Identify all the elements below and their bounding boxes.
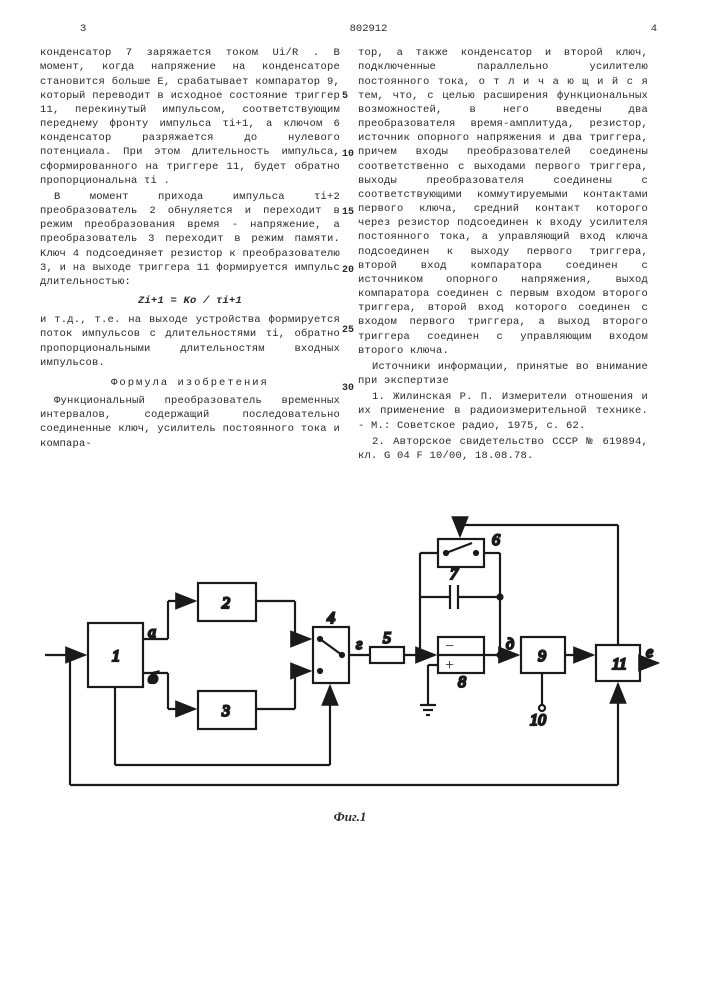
port-label: г [356,636,362,653]
block-label: 5 [383,630,391,647]
section-heading: Формула изобретения [40,376,340,390]
document-number: 802912 [350,22,388,36]
block-label: 3 [221,703,230,720]
left-column: конденсатор 7 заряжается током Ui/R . В … [40,46,340,465]
formula: Zi+1 = Ko / τi+1 [40,291,340,311]
para: и т.д., т.е. на выходе устройства формир… [40,313,340,370]
block-label: 6 [492,532,500,549]
line-num: 10 [342,148,354,162]
line-num: 25 [342,324,354,338]
line-num: 30 [342,382,354,396]
block-label: 7 [450,566,459,583]
line-num: 15 [342,206,354,220]
block-label: 2 [222,595,230,612]
sources-heading: Источники информации, принятые во вниман… [358,360,648,388]
block-label: 10 [530,712,546,729]
block-label: 8 [458,674,466,691]
svg-text:−: − [444,638,455,655]
svg-text:+: + [444,657,455,674]
figure-label: Фиг.1 [334,808,367,826]
line-num: 5 [342,90,348,104]
header: 3 802912 4 [40,22,677,36]
para: конденсатор 7 заряжается током Ui/R . В … [40,46,340,188]
block-diagram-svg: 1 а в 2 3 [40,505,660,805]
block-label: 11 [612,656,627,673]
diagram: 1 а в 2 3 [40,505,660,825]
source-item: 2. Авторское свидетельство СССР № 619894… [358,435,648,463]
block-label: 4 [327,610,335,627]
block-label: 1 [112,648,120,665]
port-label: е [646,644,653,661]
source-item: 1. Жилинская Р. П. Измерители отношения … [358,390,648,433]
para: тор, а также конденсатор и второй ключ, … [358,46,648,358]
right-column: 5 10 15 20 25 30 тор, а также конденсато… [358,46,648,465]
port-label: д [506,636,514,653]
page-number-right: 4 [651,22,657,36]
line-num: 20 [342,264,354,278]
para: Функциональный преобразователь временных… [40,394,340,451]
block-label: 9 [538,648,546,665]
port-label: б [150,670,159,687]
text-columns: конденсатор 7 заряжается током Ui/R . В … [40,46,677,465]
page-number-left: 3 [80,22,86,36]
para: В момент прихода импульса τi+2 преобразо… [40,190,340,289]
